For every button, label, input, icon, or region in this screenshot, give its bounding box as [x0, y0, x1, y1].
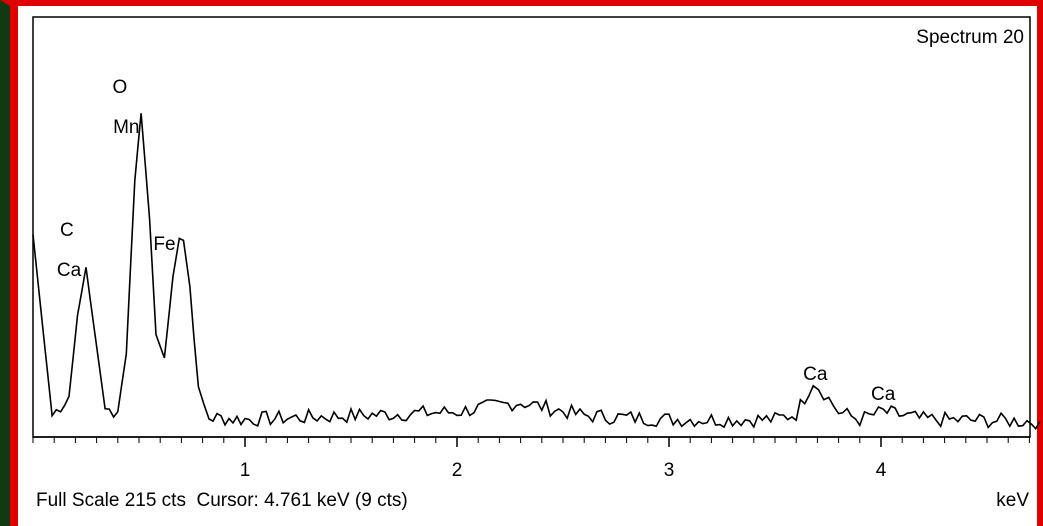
x-tick-label: 1	[240, 460, 251, 481]
frame-accent-strip	[10, 6, 18, 526]
peak-label: Ca	[803, 364, 828, 385]
axis-unit-label: keV	[996, 490, 1029, 511]
x-tick-label: 2	[452, 460, 463, 481]
chart-marks	[32, 113, 1041, 431]
chart-title: Spectrum 20	[916, 27, 1024, 48]
plot-frame	[32, 16, 1031, 438]
peak-label: Fe	[153, 234, 175, 255]
x-tick-label: 4	[876, 460, 887, 481]
peak-label: Ca	[871, 384, 896, 405]
status-readout: Full Scale 215 cts Cursor: 4.761 keV (9 …	[36, 490, 408, 511]
peak-label: C	[60, 220, 74, 241]
peak-labels: O Mn C Ca Fe Ca Ca	[57, 77, 896, 405]
x-tick-label: 3	[664, 460, 675, 481]
x-axis-ticks: 1 2 3 4	[32, 437, 1030, 481]
spectrum-line	[32, 113, 1041, 431]
peak-label: Ca	[57, 260, 82, 281]
peak-label: O	[113, 77, 128, 98]
peak-label: Mn	[113, 117, 139, 138]
